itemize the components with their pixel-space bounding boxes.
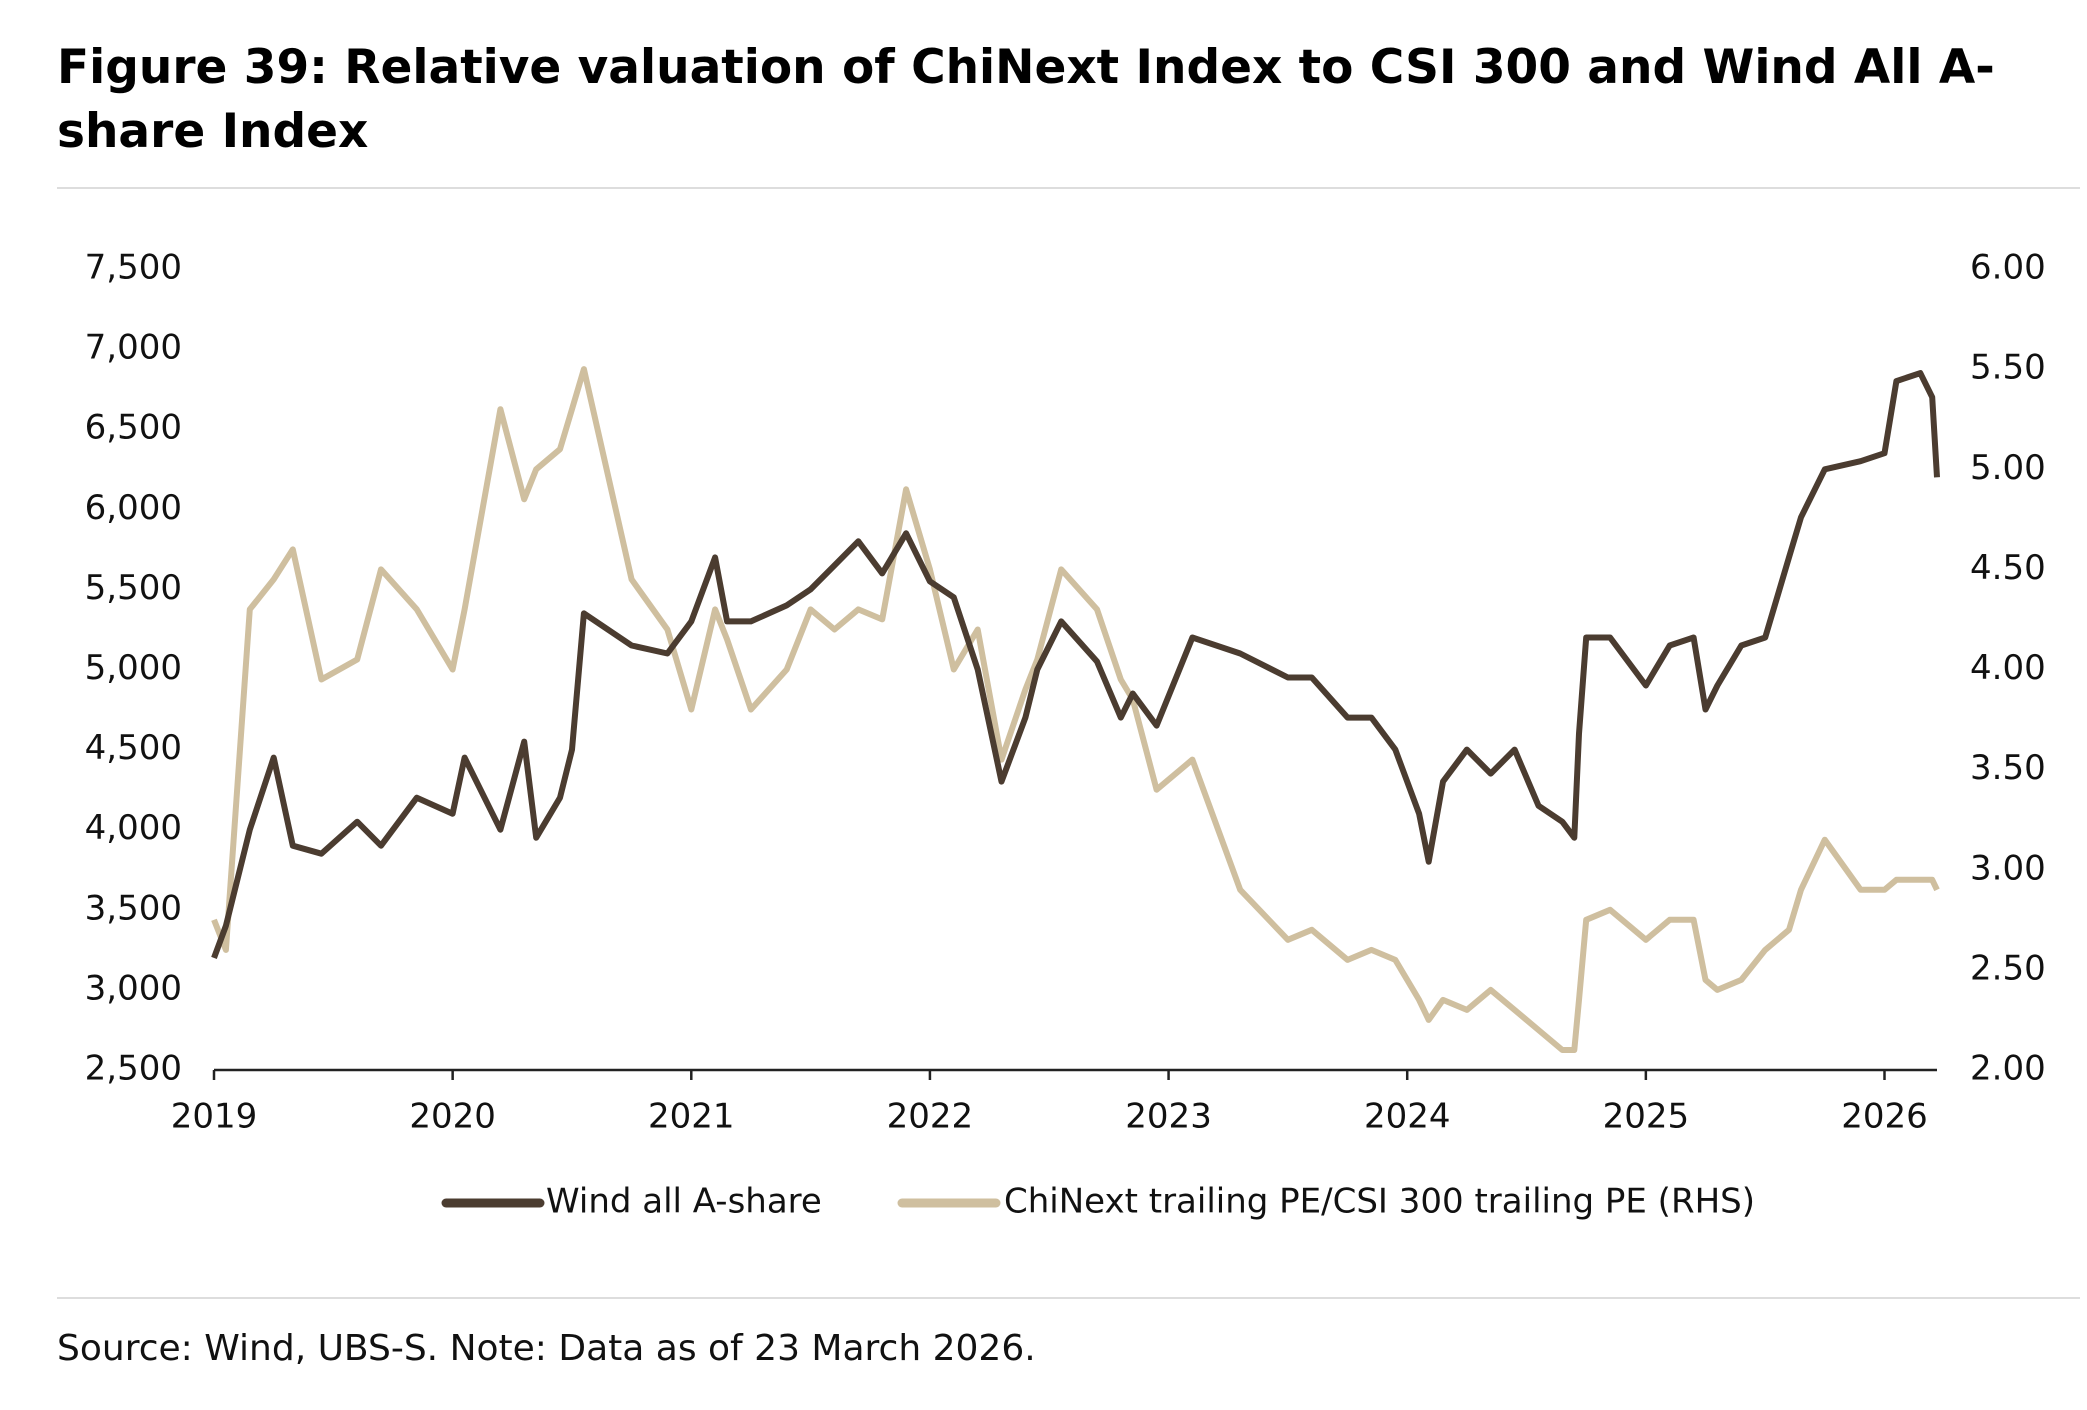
legend-label: Wind all A-share [546,1182,822,1222]
y2-tick-label: 5.00 [1970,448,2046,488]
y-tick-label: 7,000 [85,328,182,368]
series-line [211,366,1940,1053]
x-tick-label: 2023 [1125,1097,1212,1137]
source-note: Source: Wind, UBS-S. Note: Data as of 23… [57,1328,1036,1369]
x-tick-label: 2021 [648,1097,735,1137]
y-tick-label: 2,500 [85,1049,182,1089]
y-tick-label: 3,000 [85,968,182,1008]
y-tick-label: 4,500 [85,728,182,768]
y-tick-label: 5,500 [85,568,182,608]
legend-label: ChiNext trailing PE/CSI 300 trailing PE … [1004,1182,1755,1222]
y2-tick-label: 4.00 [1970,648,2046,688]
y-tick-label: 6,500 [85,408,182,448]
y-tick-label: 7,500 [85,248,182,288]
chart-title: Figure 39: Relative valuation of ChiNext… [57,40,1995,159]
y2-tick-label: 3.00 [1970,848,2046,888]
y2-tick-label: 6.00 [1970,248,2046,288]
y2-tick-label: 2.00 [1970,1049,2046,1089]
y-tick-label: 6,000 [85,488,182,528]
y2-tick-label: 4.50 [1970,548,2046,588]
x-tick-label: 2022 [887,1097,974,1137]
x-tick-label: 2026 [1841,1097,1928,1137]
y2-tick-label: 5.50 [1970,348,2046,388]
y2-tick-label: 2.50 [1970,948,2046,988]
y-tick-label: 4,000 [85,808,182,848]
series-line [211,370,1940,959]
x-tick-label: 2020 [409,1097,496,1137]
y-tick-label: 3,500 [85,888,182,928]
y-tick-label: 5,000 [85,648,182,688]
x-tick-label: 2024 [1364,1097,1451,1137]
x-tick-label: 2019 [171,1097,258,1137]
y2-tick-label: 3.50 [1970,748,2046,788]
x-tick-label: 2025 [1603,1097,1690,1137]
